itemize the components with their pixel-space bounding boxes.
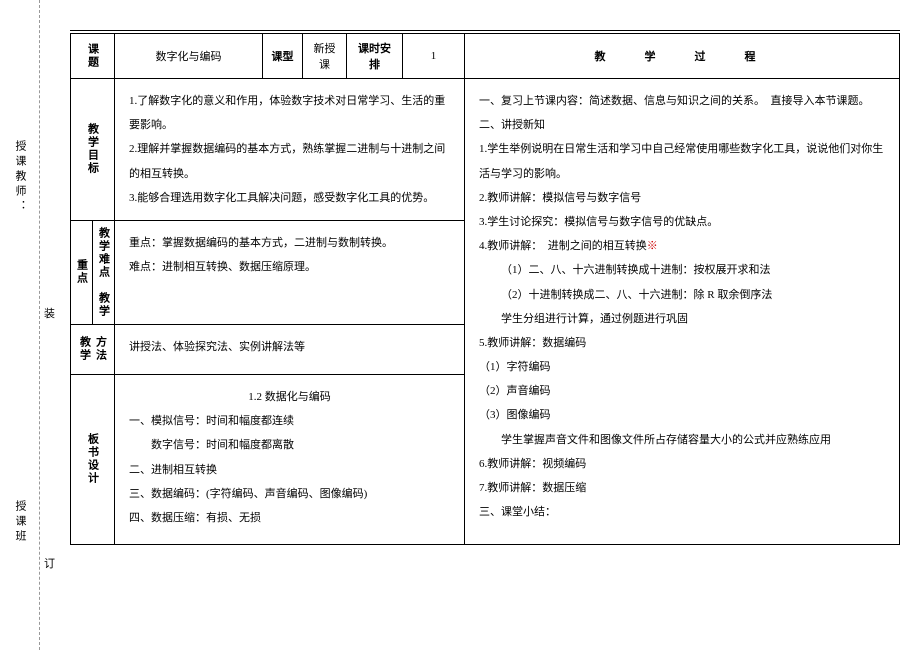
type-label: 课型 <box>263 34 303 79</box>
board-line: 一、模拟信号：时间和幅度都连续 <box>129 409 450 433</box>
process-line: 1.学生举例说明在日常生活和学习中自己经常使用哪些数字化工具，说说他们对你生活与… <box>479 137 885 185</box>
process-content: 一、复习上节课内容：简述数据、信息与知识之间的关系。 直接导入本节课题。 二、讲… <box>465 79 900 545</box>
process-line: 三、课堂小结： <box>479 500 885 524</box>
teacher-label: 授课教师： <box>12 140 28 215</box>
left-margin-labels: 授课教师： 授课班 <box>0 0 40 650</box>
process-line: 3.学生讨论探究：模拟信号与数字信号的优缺点。 <box>479 210 885 234</box>
schedule-value: 1 <box>403 34 465 79</box>
process-line: 学生掌握声音文件和图像文件所占存储容量大小的公式并应熟练应用 <box>479 428 885 452</box>
bind-mark-1: 装 <box>44 305 55 321</box>
process-line: 一、复习上节课内容：简述数据、信息与知识之间的关系。 直接导入本节课题。 <box>479 89 885 113</box>
process-line: 二、讲授新知 <box>479 113 885 137</box>
process-line: （2）声音编码 <box>479 379 885 403</box>
table-row: 课题 数字化与编码 课型 新授课 课时安排 1 教 学 过 程 <box>71 34 900 79</box>
process-line: 7.教师讲解：数据压缩 <box>479 476 885 500</box>
board-content: 1.2 数据化与编码 一、模拟信号：时间和幅度都连续 数字信号：时间和幅度都离散… <box>115 374 465 544</box>
process-title: 教 学 过 程 <box>465 34 900 79</box>
board-line: 四、数据压缩：有损、无损 <box>129 506 450 530</box>
binding-marks: 装 订 <box>40 0 60 650</box>
process-line: 4.教师讲解： 进制之间的相互转换※ <box>479 234 885 258</box>
key-mark: ※ <box>647 240 658 252</box>
board-title: 1.2 数据化与编码 <box>129 385 450 409</box>
methods-line: 讲授法、体验探究法、实例讲解法等 <box>129 335 450 359</box>
bind-mark-2: 订 <box>44 555 55 571</box>
process-line: 5.教师讲解：数据编码 <box>479 331 885 355</box>
goals-label: 教学目标 <box>71 79 115 221</box>
process-line: 2.教师讲解：模拟信号与数字信号 <box>479 186 885 210</box>
top-rule <box>70 30 900 31</box>
process-line: （1）二、八、十六进制转换成十进制：按权展开求和法 <box>479 258 885 282</box>
board-line: 二、进制相互转换 <box>129 458 450 482</box>
process-line: 学生分组进行计算，通过例题进行巩固 <box>479 307 885 331</box>
topic-value: 数字化与编码 <box>115 34 263 79</box>
goals-line: 2.理解并掌握数据编码的基本方式，熟练掌握二进制与十进制之间的相互转换。 <box>129 137 450 185</box>
lesson-plan-table: 课题 数字化与编码 课型 新授课 课时安排 1 教 学 过 程 教学目标 1.了… <box>70 33 900 545</box>
keypoints-line: 重点：掌握数据编码的基本方式，二进制与数制转换。 <box>129 231 450 255</box>
keypoints-content: 重点：掌握数据编码的基本方式，二进制与数制转换。 难点：进制相互转换、数据压缩原… <box>115 220 465 324</box>
methods-label: 教学方法 <box>71 324 115 374</box>
keypoints-line: 难点：进制相互转换、数据压缩原理。 <box>129 255 450 279</box>
class-label: 授课班 <box>12 500 28 545</box>
process-line: 6.教师讲解：视频编码 <box>479 452 885 476</box>
keypoints-inner-label: 教学难点 教学 <box>93 220 115 324</box>
board-label: 板书设计 <box>71 374 115 544</box>
keypoints-outer-label: 重点 <box>71 220 93 324</box>
process-line: （2）十进制转换成二、八、十六进制：除 R 取余倒序法 <box>479 283 885 307</box>
type-value: 新授课 <box>303 34 347 79</box>
page-container: 授课教师： 授课班 装 订 课题 数字化与编码 课型 新授课 <box>0 0 920 650</box>
table-row: 教学目标 1.了解数字化的意义和作用，体验数字技术对日常学习、生活的重要影响。 … <box>71 79 900 221</box>
methods-content: 讲授法、体验探究法、实例讲解法等 <box>115 324 465 374</box>
goals-line: 3.能够合理选用数字化工具解决问题，感受数字化工具的优势。 <box>129 186 450 210</box>
goals-line: 1.了解数字化的意义和作用，体验数字技术对日常学习、生活的重要影响。 <box>129 89 450 137</box>
board-line: 数字信号：时间和幅度都离散 <box>129 433 450 457</box>
process-line: （1）字符编码 <box>479 355 885 379</box>
main-content: 课题 数字化与编码 课型 新授课 课时安排 1 教 学 过 程 教学目标 1.了… <box>60 0 920 650</box>
goals-content: 1.了解数字化的意义和作用，体验数字技术对日常学习、生活的重要影响。 2.理解并… <box>115 79 465 221</box>
board-line: 三、数据编码：(字符编码、声音编码、图像编码) <box>129 482 450 506</box>
schedule-label: 课时安排 <box>347 34 403 79</box>
process-line: （3）图像编码 <box>479 403 885 427</box>
topic-label: 课题 <box>71 34 115 79</box>
